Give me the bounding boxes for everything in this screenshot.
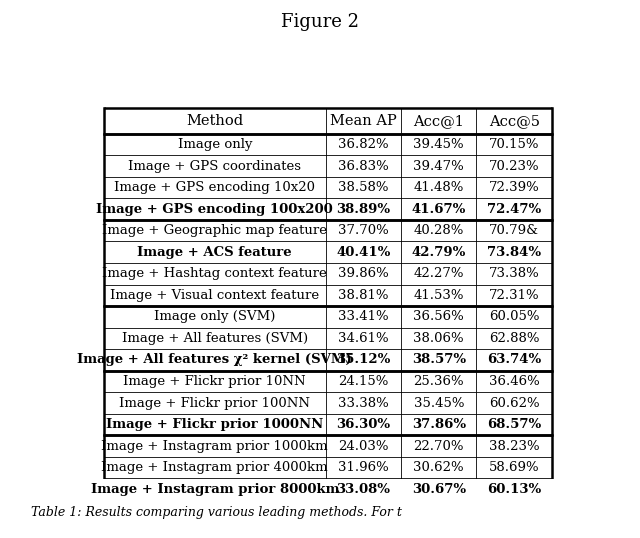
- Text: 33.08%: 33.08%: [337, 483, 390, 495]
- Text: Image only (SVM): Image only (SVM): [154, 310, 275, 323]
- Text: 37.86%: 37.86%: [412, 418, 466, 431]
- Text: 62.88%: 62.88%: [489, 332, 540, 345]
- Text: 35.12%: 35.12%: [336, 353, 390, 366]
- Text: 24.03%: 24.03%: [338, 440, 388, 452]
- Text: 38.06%: 38.06%: [413, 332, 464, 345]
- Text: Image + Flickr prior 10NN: Image + Flickr prior 10NN: [124, 375, 306, 388]
- Text: 36.56%: 36.56%: [413, 310, 464, 323]
- Text: 70.23%: 70.23%: [489, 160, 540, 173]
- Text: 36.83%: 36.83%: [338, 160, 388, 173]
- Text: 25.36%: 25.36%: [413, 375, 464, 388]
- Text: 30.67%: 30.67%: [412, 483, 466, 495]
- Text: 63.74%: 63.74%: [487, 353, 541, 366]
- Text: 38.57%: 38.57%: [412, 353, 466, 366]
- Text: Image + Instagram prior 8000km: Image + Instagram prior 8000km: [90, 483, 339, 495]
- Text: Image + GPS coordinates: Image + GPS coordinates: [128, 160, 301, 173]
- Text: 35.45%: 35.45%: [413, 397, 464, 409]
- Text: Image + All features χ² kernel (SVM): Image + All features χ² kernel (SVM): [77, 353, 352, 366]
- Text: Image + Hashtag context feature: Image + Hashtag context feature: [102, 267, 327, 280]
- Text: 40.28%: 40.28%: [413, 224, 464, 237]
- Text: Image + GPS encoding 10x20: Image + GPS encoding 10x20: [115, 181, 316, 194]
- Text: Acc@1: Acc@1: [413, 114, 464, 128]
- Text: 60.13%: 60.13%: [487, 483, 541, 495]
- Text: Acc@5: Acc@5: [489, 114, 540, 128]
- Text: 73.84%: 73.84%: [487, 246, 541, 259]
- Text: 36.46%: 36.46%: [489, 375, 540, 388]
- Text: 39.45%: 39.45%: [413, 138, 464, 151]
- Text: Image + ACS feature: Image + ACS feature: [138, 246, 292, 259]
- Text: 58.69%: 58.69%: [489, 461, 540, 474]
- Text: Image only: Image only: [177, 138, 252, 151]
- Text: 38.89%: 38.89%: [337, 203, 390, 216]
- Text: 38.58%: 38.58%: [338, 181, 388, 194]
- Text: 73.38%: 73.38%: [489, 267, 540, 280]
- Text: Figure 2: Figure 2: [281, 13, 359, 31]
- Text: 42.79%: 42.79%: [412, 246, 466, 259]
- Text: 72.39%: 72.39%: [489, 181, 540, 194]
- Text: 72.31%: 72.31%: [489, 289, 540, 302]
- Text: Image + Instagram prior 4000km: Image + Instagram prior 4000km: [102, 461, 328, 474]
- Text: 39.47%: 39.47%: [413, 160, 464, 173]
- Text: 39.86%: 39.86%: [338, 267, 388, 280]
- Text: Mean AP: Mean AP: [330, 114, 397, 128]
- Text: Image + Visual context feature: Image + Visual context feature: [110, 289, 319, 302]
- Text: 60.62%: 60.62%: [489, 397, 540, 409]
- Text: Table 1: Results comparing various leading methods. For t: Table 1: Results comparing various leadi…: [31, 506, 401, 519]
- Text: 31.96%: 31.96%: [338, 461, 388, 474]
- Text: Image + GPS encoding 100x200: Image + GPS encoding 100x200: [97, 203, 333, 216]
- Text: 60.05%: 60.05%: [489, 310, 540, 323]
- Text: 41.48%: 41.48%: [413, 181, 464, 194]
- Text: Image + Instagram prior 1000km: Image + Instagram prior 1000km: [102, 440, 328, 452]
- Text: 41.53%: 41.53%: [413, 289, 464, 302]
- Text: 70.15%: 70.15%: [489, 138, 540, 151]
- Text: Image + Geographic map feature: Image + Geographic map feature: [102, 224, 327, 237]
- Text: 42.27%: 42.27%: [413, 267, 464, 280]
- Text: 37.70%: 37.70%: [338, 224, 388, 237]
- Text: 72.47%: 72.47%: [487, 203, 541, 216]
- Text: Image + Flickr prior 100NN: Image + Flickr prior 100NN: [119, 397, 310, 409]
- Text: 36.30%: 36.30%: [337, 418, 390, 431]
- Text: 68.57%: 68.57%: [487, 418, 541, 431]
- Text: 36.82%: 36.82%: [338, 138, 388, 151]
- Text: 34.61%: 34.61%: [338, 332, 388, 345]
- Text: 33.38%: 33.38%: [338, 397, 388, 409]
- Text: Image + All features (SVM): Image + All features (SVM): [122, 332, 308, 345]
- Text: Image + Flickr prior 1000NN: Image + Flickr prior 1000NN: [106, 418, 323, 431]
- Text: 38.81%: 38.81%: [338, 289, 388, 302]
- Text: Method: Method: [186, 114, 243, 128]
- Text: 33.41%: 33.41%: [338, 310, 388, 323]
- Text: 41.67%: 41.67%: [412, 203, 466, 216]
- Text: 30.62%: 30.62%: [413, 461, 464, 474]
- Text: 24.15%: 24.15%: [338, 375, 388, 388]
- Text: 70.79&: 70.79&: [490, 224, 540, 237]
- Text: 40.41%: 40.41%: [336, 246, 390, 259]
- Text: 22.70%: 22.70%: [413, 440, 464, 452]
- Text: 38.23%: 38.23%: [489, 440, 540, 452]
